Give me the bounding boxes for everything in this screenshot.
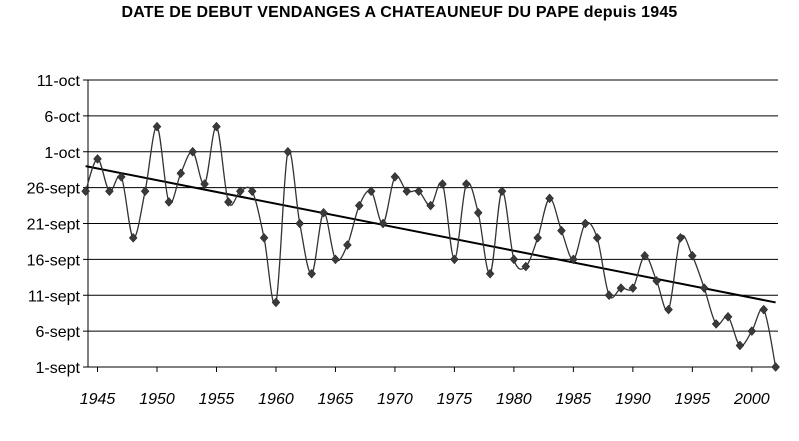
data-point	[699, 283, 709, 293]
y-tick-label: 6-sept	[36, 324, 81, 341]
y-tick-label: 1-oct	[44, 145, 80, 162]
data-point	[390, 171, 400, 182]
trend-line-segment	[85, 165, 776, 304]
data-point	[450, 254, 459, 265]
data-point	[771, 362, 780, 372]
data-point	[319, 207, 328, 218]
y-tick-label: 21-sept	[27, 217, 81, 234]
data-point	[212, 121, 221, 132]
data-point	[402, 186, 412, 197]
data-point	[295, 218, 305, 229]
x-tick-label: 1950	[139, 391, 175, 408]
x-tick-label: 1995	[675, 391, 711, 408]
data-point	[485, 268, 495, 279]
data-point	[426, 200, 435, 211]
gridlines	[83, 79, 778, 368]
y-tick-labels: 1-sept 6-sept 11-sept 16-sept 21-sept 26-sept…	[27, 73, 81, 377]
data-point	[616, 283, 626, 293]
data-point	[640, 250, 650, 261]
data-point	[473, 207, 483, 218]
data-point	[93, 154, 102, 164]
x-tick-labels: 1945 1950 1955 1960 1965 1970 1975 1980 1985 1990…	[80, 367, 770, 408]
data-point	[235, 186, 245, 197]
data-point	[81, 186, 90, 197]
data-point	[688, 250, 697, 261]
y-tick-label: 16-sept	[27, 252, 81, 269]
x-tick-label: 1985	[556, 391, 592, 408]
y-tick-label: 11-sept	[28, 288, 81, 305]
data-point	[176, 168, 186, 179]
x-tick-label: 1965	[318, 391, 354, 408]
data-point	[711, 319, 721, 329]
data-point	[259, 232, 269, 243]
data-point	[283, 146, 293, 157]
x-tick-label: 1975	[437, 391, 473, 408]
data-point	[152, 121, 162, 132]
data-point	[188, 146, 198, 157]
data-point	[557, 225, 566, 236]
trend-line	[85, 165, 776, 304]
data-point	[628, 283, 638, 293]
data-point	[592, 232, 602, 243]
data-point	[735, 340, 745, 351]
data-point	[128, 232, 138, 243]
data-point	[414, 186, 424, 197]
data-point	[652, 276, 661, 286]
x-tick-label: 2000	[733, 391, 770, 408]
x-tick-label: 1945	[80, 391, 116, 408]
x-tick-label: 1990	[615, 391, 651, 408]
data-point	[545, 193, 554, 204]
data-point	[521, 261, 531, 272]
data-point	[354, 200, 364, 211]
data-point	[747, 326, 757, 337]
data-point	[509, 254, 519, 265]
data-point	[366, 186, 376, 197]
data-point	[200, 179, 209, 189]
x-tick-label: 1980	[496, 391, 532, 408]
data-point	[676, 232, 685, 243]
data-point	[604, 290, 614, 301]
data-point	[438, 179, 447, 189]
y-tick-label: 6-oct	[44, 109, 80, 126]
y-tick-label: 1-sept	[36, 360, 81, 377]
data-point	[140, 186, 150, 197]
data-point	[378, 218, 388, 229]
data-point	[116, 171, 126, 182]
x-tick-label: 1970	[377, 391, 413, 408]
series-markers	[81, 121, 780, 372]
y-tick-label: 26-sept	[27, 181, 81, 198]
data-point	[664, 304, 673, 315]
y-tick-label: 11-oct	[37, 73, 81, 90]
data-point	[271, 297, 281, 308]
data-point	[533, 232, 543, 243]
x-tick-label: 1960	[258, 391, 294, 408]
data-point	[723, 311, 733, 322]
data-point	[497, 186, 507, 197]
data-point	[759, 304, 769, 315]
data-point	[461, 179, 471, 189]
chart-title: DATE DE DEBUT VENDANGES A CHATEAUNEUF DU…	[121, 4, 678, 21]
data-point	[580, 218, 590, 229]
x-tick-label: 1955	[199, 391, 235, 408]
data-point	[343, 240, 352, 250]
data-point	[247, 186, 257, 197]
data-point	[569, 254, 578, 265]
data-point	[224, 197, 233, 207]
data-point	[331, 254, 340, 265]
data-point	[105, 186, 114, 197]
axes	[87, 80, 778, 368]
data-point	[164, 197, 174, 207]
data-point	[307, 268, 316, 279]
